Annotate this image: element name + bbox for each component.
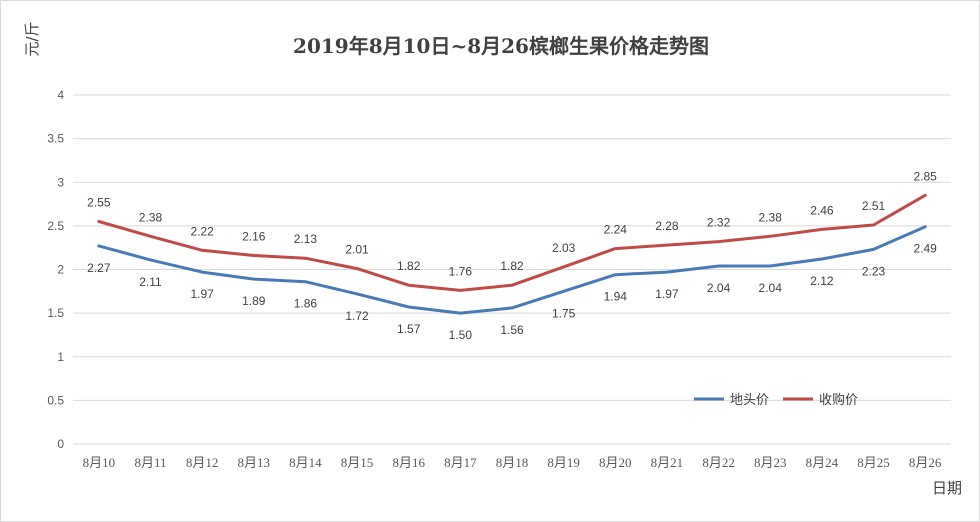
- data-label: 2.38: [759, 210, 783, 224]
- x-tick-label: 8月15: [341, 455, 374, 470]
- x-tick-label: 8月21: [651, 455, 684, 470]
- data-label: 1.50: [449, 328, 473, 342]
- y-tick-label: 1.5: [47, 306, 64, 320]
- data-label: 1.86: [294, 297, 318, 311]
- data-label: 2.13: [294, 232, 318, 246]
- data-label: 2.27: [87, 261, 111, 275]
- x-tick-label: 8月25: [857, 455, 890, 470]
- data-label: 1.56: [500, 323, 524, 337]
- y-tick-label: 3: [57, 175, 64, 189]
- y-tick-label: 0: [57, 437, 64, 451]
- data-label: 2.46: [810, 203, 834, 217]
- chart-title: 2019年8月10日~8月26槟榔生果价格走势图: [293, 34, 709, 58]
- data-label: 1.82: [500, 259, 524, 273]
- legend-item: 收购价: [819, 392, 858, 408]
- data-label: 2.85: [913, 169, 937, 183]
- data-label: 2.38: [139, 210, 163, 224]
- x-tick-label: 8月18: [496, 455, 529, 470]
- y-tick-label: 4: [57, 88, 64, 102]
- data-label: 2.24: [604, 223, 628, 237]
- data-label: 2.16: [242, 230, 266, 244]
- data-label: 2.01: [345, 243, 369, 257]
- x-tick-label: 8月23: [754, 455, 787, 470]
- x-tick-label: 8月11: [134, 455, 166, 470]
- y-tick-label: 1: [57, 350, 64, 364]
- y-axis-label: 元/斤: [23, 21, 41, 56]
- data-label: 1.97: [655, 287, 679, 301]
- data-label: 2.49: [913, 242, 937, 256]
- data-label: 2.03: [552, 241, 576, 255]
- data-label: 2.51: [862, 199, 886, 213]
- data-labels: 2.27 2.11 1.97 1.89 1.86 1.72 1.57 1.50 1.56 1.75…: [87, 169, 937, 342]
- x-axis-label: 日期: [932, 479, 962, 497]
- data-label: 2.11: [139, 275, 162, 289]
- series-line: [97, 193, 927, 292]
- y-tick-label: 2.5: [47, 219, 64, 233]
- x-tick-label: 8月26: [909, 455, 942, 470]
- legend: 地头价 收购价: [694, 392, 858, 408]
- data-label: 2.23: [862, 264, 886, 278]
- y-tick-label: 3.5: [47, 132, 64, 146]
- data-label: 1.97: [190, 287, 214, 301]
- data-label: 1.76: [449, 264, 473, 278]
- x-tick-label: 8月12: [186, 455, 219, 470]
- data-label: 1.57: [397, 322, 421, 336]
- data-label: 2.28: [655, 219, 679, 233]
- data-label: 2.55: [87, 196, 111, 210]
- data-label: 2.32: [707, 216, 731, 230]
- x-tick-label: 8月20: [599, 455, 632, 470]
- data-label: 2.22: [190, 224, 214, 238]
- data-label: 1.82: [397, 259, 421, 273]
- series-line: [97, 225, 927, 315]
- x-tick-label: 8月19: [547, 455, 580, 470]
- y-tick-label: 0.5: [47, 393, 64, 407]
- y-tick-label: 2: [57, 263, 64, 277]
- data-label: 2.04: [759, 281, 783, 295]
- x-tick-label: 8月22: [702, 455, 735, 470]
- gridlines: [73, 94, 951, 445]
- x-tick-label: 8月16: [392, 455, 425, 470]
- series-lines: [97, 193, 927, 315]
- y-axis-ticks: 0 0.5 1 1.5 2 2.5 3 3.5 4: [47, 88, 64, 451]
- x-axis-ticks: 8月10 8月11 8月12 8月13 8月14 8月15 8月16 8月17 8月18 8月19…: [83, 455, 942, 470]
- x-tick-label: 8月17: [444, 455, 477, 470]
- x-tick-label: 8月24: [806, 455, 839, 470]
- data-label: 1.94: [604, 290, 628, 304]
- legend-item: 地头价: [730, 393, 769, 408]
- data-label: 2.04: [707, 281, 731, 295]
- data-label: 1.72: [345, 309, 369, 323]
- data-label: 2.12: [810, 274, 834, 288]
- data-label: 1.75: [552, 306, 576, 320]
- x-tick-label: 8月10: [83, 455, 116, 470]
- x-tick-label: 8月13: [238, 455, 271, 470]
- data-label: 1.89: [242, 294, 266, 308]
- x-tick-label: 8月14: [289, 455, 322, 470]
